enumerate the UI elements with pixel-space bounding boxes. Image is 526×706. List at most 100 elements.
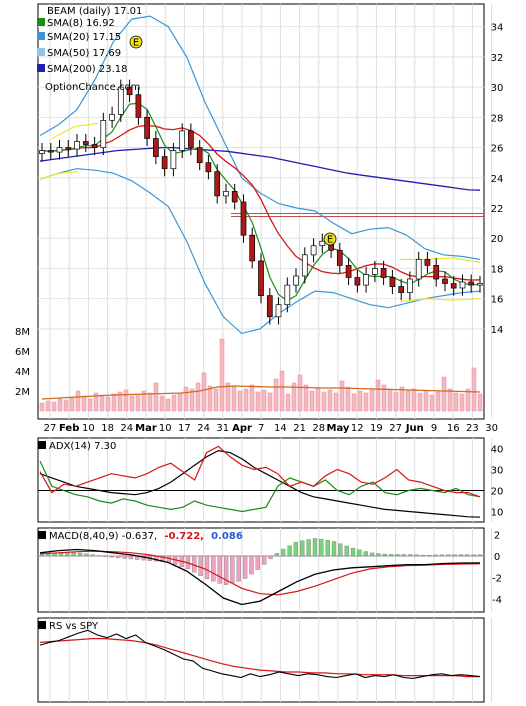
volume-bar [105,396,111,412]
macd-histogram-bar [204,555,210,580]
volume-bar [333,392,339,412]
macd-histogram-bar [116,555,121,559]
volume-tick-8M: 8M [15,327,30,338]
volume-bar [441,376,447,412]
volume-bar [465,388,471,412]
macd-histogram-bar [77,552,83,557]
legend-sma50: SMA(50) 17.69 [47,48,121,59]
volume-bar [165,398,171,412]
macd-tick-2: 2 [494,530,500,541]
candle-body [56,147,63,153]
adx-tick-10: 10 [491,508,504,519]
candle-body [293,275,299,286]
macd-histogram-bar [446,554,451,557]
candle-body [363,274,369,286]
candle-body [135,94,142,118]
legend-swatch-sma20 [37,32,45,40]
keltner-upper-early [51,122,99,140]
candle-body [74,141,80,150]
event-marker [129,35,143,49]
candle-body [477,283,483,286]
macd-histogram-bar [268,555,273,560]
macd-line [39,548,481,606]
macd-histogram-bar [39,554,45,557]
volume-bar [267,392,273,412]
candle-body [415,259,422,280]
volume-average-line [41,385,481,400]
rs-moving-average-line [39,637,480,678]
macd-signal-line [39,550,481,596]
date-label-Mar: Mar [135,423,157,434]
volume-bar [261,389,267,412]
macd-tick--4: -4 [492,595,502,606]
macd-histogram-bar [109,555,114,558]
volume-bar [303,384,309,412]
price-legend: BEAM (daily) 17.01 SMA(8) 16.92 SMA(20) … [37,6,142,93]
date-label-7: 7 [258,423,264,434]
legend-title: BEAM (daily) 17.01 [47,6,142,17]
candle-body [310,245,317,256]
volume-tick-4M: 4M [15,367,30,378]
macd-histogram-bar [331,541,337,557]
macd-histogram-bar [65,552,70,557]
volume-bar [381,384,387,412]
macd-histogram-bar [382,553,387,557]
legend-swatch-sma200 [37,64,45,72]
sma20-line [41,124,481,281]
rs-title: RS vs SPY [49,621,99,632]
legend-sma200: SMA(200) 23.18 [47,64,128,75]
candle-body [196,147,203,164]
volume-bar [159,395,165,412]
candle-body [231,191,238,203]
watermark: OptionChance.com [45,82,140,93]
date-label-9: 9 [431,423,437,434]
keltner-upper-late [400,257,481,263]
volume-bar [387,388,393,412]
price-tick-14: 14 [491,325,504,336]
price-tick-22: 22 [491,204,504,215]
candle-body [91,144,98,148]
macd-histogram-bar [350,547,356,557]
volume-bar [429,394,435,412]
candle-body [117,86,124,115]
macd-histogram-bar [439,554,445,557]
volume-bar [369,389,375,412]
volume-bar [363,392,369,412]
volume-bar [471,367,477,412]
candle-body [109,113,115,121]
rs-line [39,629,481,679]
macd-histogram-bar [46,553,51,557]
candle-body [442,278,448,284]
volume-bar [459,393,465,412]
adx-title: ADX(14) 7.30 [49,441,116,452]
candle-body [249,234,256,262]
event-marker [323,232,337,246]
volume-bar [315,387,321,412]
volume-bar [453,392,459,412]
macd-histogram-bar [427,554,432,557]
macd-histogram-bar [236,555,241,582]
macd-tick-0: 0 [494,552,500,563]
volume-bar [447,388,453,412]
macd-histogram-bar [344,545,349,557]
price-tick-26: 26 [491,144,504,155]
tick-labels: 27 Feb 10 18 24 Mar 10 17 24 31 Apr 7 14 21 28 May 12 19 2… [15,23,503,606]
candle-body [468,281,475,286]
volume-bar [477,393,483,412]
volume-bar [339,380,345,412]
date-label-21: 21 [293,423,306,434]
legend-sma20: SMA(20) 17.15 [47,32,121,43]
volume-bar [117,391,123,412]
candle-body [179,130,186,151]
candle-body [398,286,405,293]
volume-tick-6M: 6M [15,347,30,358]
candle-body [144,116,150,139]
date-label-30: 30 [485,423,498,434]
macd-title-signal: -0.722, [164,531,204,542]
volume-bar [57,398,63,412]
date-label-16: 16 [447,423,460,434]
candle-body [459,281,466,289]
macd-legend-swatch [38,531,46,539]
volume-tick-2M: 2M [15,387,30,398]
volume-bar [75,390,81,412]
